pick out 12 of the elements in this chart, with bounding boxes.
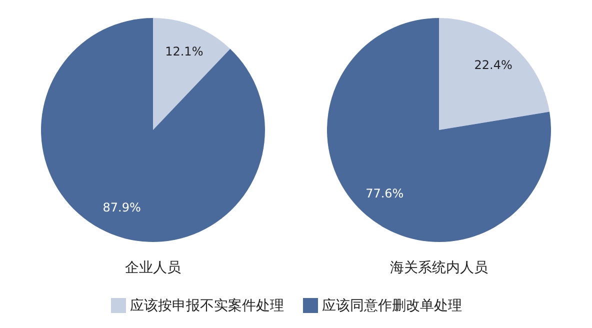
data-label: 12.1% [165,44,204,58]
data-label: 77.6% [366,186,404,200]
data-label: 87.9% [102,200,141,214]
pie-slice [41,18,265,242]
text: 海关系统内人员 [390,260,488,276]
data-label: 22.4% [474,58,512,72]
pie-slice [153,18,230,130]
legend-label: 应该同意作删改单处理 [322,298,462,314]
text: 企业人员 [125,260,181,276]
pie-slice [439,18,550,130]
pie-slice [327,18,551,242]
legend-label: 应该按申报不实案件处理 [130,296,284,314]
